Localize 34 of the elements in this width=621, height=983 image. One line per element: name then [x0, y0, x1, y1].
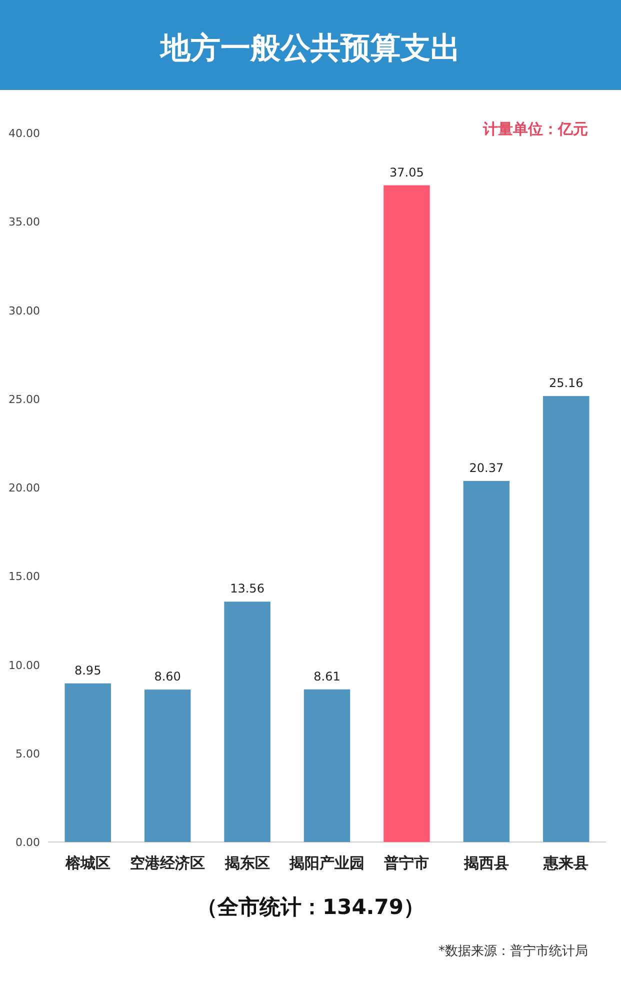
data-label: 37.05 — [390, 165, 424, 180]
x-tick-label: 揭阳产业园 — [288, 854, 364, 872]
y-tick-label: 35.00 — [8, 216, 40, 229]
annotation: 计量单位：亿元 — [482, 120, 588, 138]
data-label: 13.56 — [230, 582, 264, 596]
chart-title: 地方一般公共预算支出 — [158, 31, 460, 66]
bar — [224, 602, 270, 842]
bar — [304, 689, 350, 842]
data-label: 8.60 — [154, 670, 181, 684]
y-tick-label: 25.00 — [8, 392, 40, 406]
data-label: 25.16 — [548, 376, 584, 390]
y-tick-label: 0.00 — [16, 836, 40, 849]
data-label: 8.95 — [74, 663, 102, 678]
x-tick-label: 普宁市 — [383, 854, 430, 872]
x-tick-label: 榕城区 — [64, 854, 110, 872]
y-tick-label: 40.00 — [8, 127, 40, 140]
bar — [144, 690, 191, 842]
data-label: 8.61 — [314, 669, 340, 684]
y-tick-label: 30.00 — [8, 304, 40, 318]
y-tick-label: 5.00 — [16, 747, 40, 760]
text: *数据来源：普宁市统计局 — [438, 943, 588, 959]
x-tick-label: 空港经济区 — [130, 854, 206, 872]
x-tick-label: 惠来县 — [542, 854, 589, 872]
x-tick-label: 揭东区 — [224, 854, 270, 872]
y-tick-label: 15.00 — [8, 570, 40, 584]
data-label: 20.37 — [469, 460, 504, 475]
x-tick-label: 揭西县 — [462, 854, 509, 872]
bar — [463, 480, 510, 842]
bar — [64, 683, 111, 842]
bar — [384, 185, 430, 842]
y-tick-label: 10.00 — [8, 658, 40, 672]
y-tick-label: 20.00 — [8, 482, 40, 494]
bar — [543, 396, 590, 842]
text: （全市统计：134.79） — [196, 895, 425, 919]
